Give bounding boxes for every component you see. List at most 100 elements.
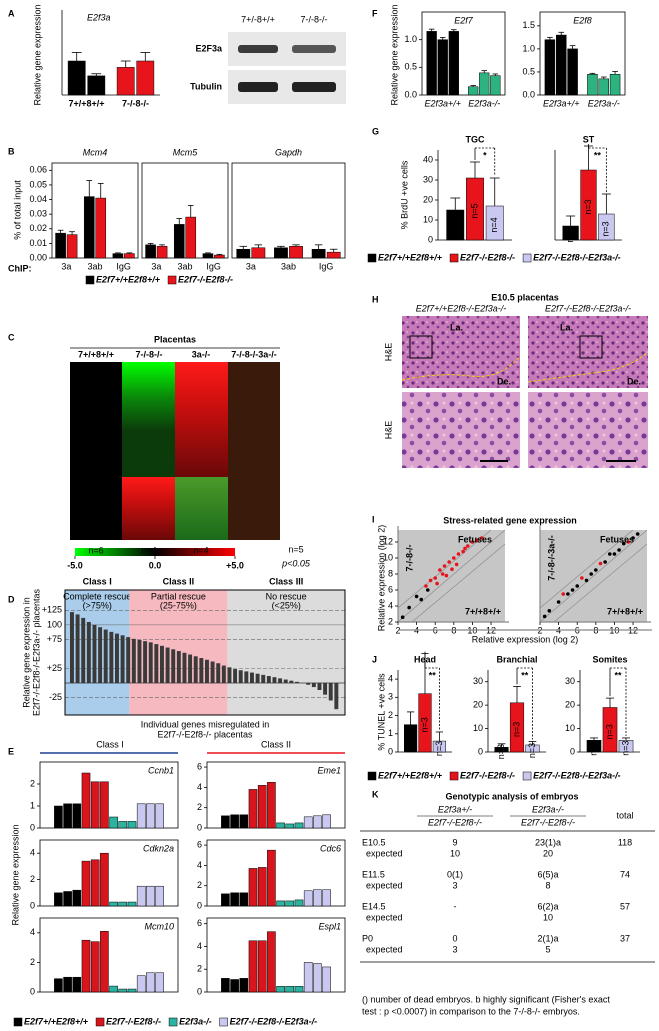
table-cell: 10 — [450, 848, 460, 858]
point — [438, 568, 442, 572]
y-tick-label: 0.00 — [29, 252, 47, 262]
table-cell: - — [454, 901, 457, 911]
colorbar-label: +5.0 — [226, 560, 244, 570]
panel-label: C — [8, 332, 15, 342]
y-tick-label: 0 — [197, 822, 202, 832]
bar — [285, 900, 295, 907]
point — [400, 615, 405, 619]
point — [440, 572, 445, 576]
lane-label: 7-/-8-/- — [301, 14, 328, 24]
point — [598, 561, 603, 566]
p-label: p<0.05 — [281, 558, 311, 568]
bar — [81, 617, 86, 684]
y-tick-label: 0.03 — [29, 209, 47, 219]
bar — [136, 803, 146, 829]
point — [547, 609, 552, 613]
legend-swatch — [85, 275, 95, 285]
chart-title: Branchial — [496, 654, 537, 664]
y-tick-label: 1.5 — [522, 20, 535, 30]
table-cell: 8 — [545, 880, 550, 890]
bar — [272, 677, 277, 684]
row-label: E2F3a — [195, 43, 223, 53]
bar — [285, 986, 295, 993]
class-title: Class II — [163, 576, 195, 586]
bar — [173, 224, 185, 259]
bar — [156, 246, 168, 259]
y-tick-label: 0 — [197, 986, 202, 996]
group-label: 7+/+8+/+ — [465, 606, 501, 616]
bar — [193, 656, 198, 684]
plot-frame — [206, 917, 346, 993]
y-tick-label: 0 — [428, 234, 433, 244]
bar — [274, 247, 288, 259]
y-tick-label: 4 — [197, 860, 202, 870]
bar — [236, 248, 251, 259]
column-label: 3a-/- — [192, 349, 211, 359]
table-cell: E11.5 — [362, 869, 385, 879]
bar — [468, 86, 479, 96]
table-cell: 6(5)a — [537, 869, 558, 879]
bar — [303, 962, 313, 993]
y-tick-label: +125 — [42, 605, 62, 615]
chart-title: Mcm5 — [173, 147, 198, 157]
bar — [182, 652, 187, 684]
chart-title: E2f3a — [87, 12, 111, 22]
heatmap-column — [175, 477, 228, 540]
legend-label: E2f7-/-E2f8-/- — [178, 274, 233, 284]
bar — [63, 803, 72, 829]
point — [414, 594, 419, 599]
x-tick-label: 3a — [246, 261, 256, 271]
table-cell: 118 — [618, 837, 632, 847]
plot-frame — [421, 11, 506, 96]
point — [470, 540, 475, 544]
y-tick-label: 0.01 — [29, 238, 47, 248]
bar — [165, 647, 170, 684]
histology-image — [528, 392, 648, 468]
table-cell: 0 — [452, 933, 457, 943]
y-tick-label: 4 — [30, 927, 35, 937]
point — [425, 588, 430, 592]
table-cell: expected — [366, 912, 403, 922]
bar — [90, 859, 100, 907]
bar — [276, 822, 285, 829]
bar — [137, 640, 142, 684]
bar — [155, 803, 164, 829]
bar — [230, 892, 239, 907]
bar — [303, 816, 313, 829]
point — [475, 538, 479, 543]
table-cell: expected — [366, 880, 403, 890]
bar — [81, 939, 91, 993]
bar — [86, 621, 91, 684]
y-tick-label: 0 — [570, 746, 575, 756]
bar — [143, 641, 148, 684]
plot-frame — [39, 917, 179, 993]
histology-title: E10.5 placentas — [491, 292, 559, 302]
legend-swatch — [367, 771, 377, 781]
point — [556, 600, 561, 604]
y-tick-label: 0.04 — [29, 194, 47, 204]
table-header: E2f7-/-E2f8-/- — [428, 817, 482, 827]
bar — [233, 669, 238, 684]
bar — [221, 815, 230, 829]
table-cell: 74 — [620, 869, 630, 879]
bar-label: n=3 — [604, 724, 614, 739]
blot-band — [238, 45, 278, 53]
legend-swatch — [95, 1017, 105, 1027]
point — [631, 536, 635, 540]
bar — [448, 31, 459, 96]
legend-swatch — [168, 1017, 178, 1027]
significance: ** — [429, 670, 437, 680]
bar — [148, 642, 153, 684]
point — [594, 568, 598, 572]
annotation: Fetuses — [458, 534, 492, 544]
y-tick-label: 10 — [473, 723, 483, 733]
x-tick-label: 3a — [151, 261, 161, 271]
table-cell: P0 — [362, 933, 373, 943]
y-tick-label: 8 — [388, 568, 393, 578]
y-tick-label: 6 — [197, 839, 202, 849]
bar — [323, 683, 328, 695]
bar — [109, 901, 118, 907]
heatmap-title: Placentas — [154, 334, 196, 344]
y-tick-label: 0.5 — [522, 66, 535, 76]
bar — [556, 34, 567, 96]
